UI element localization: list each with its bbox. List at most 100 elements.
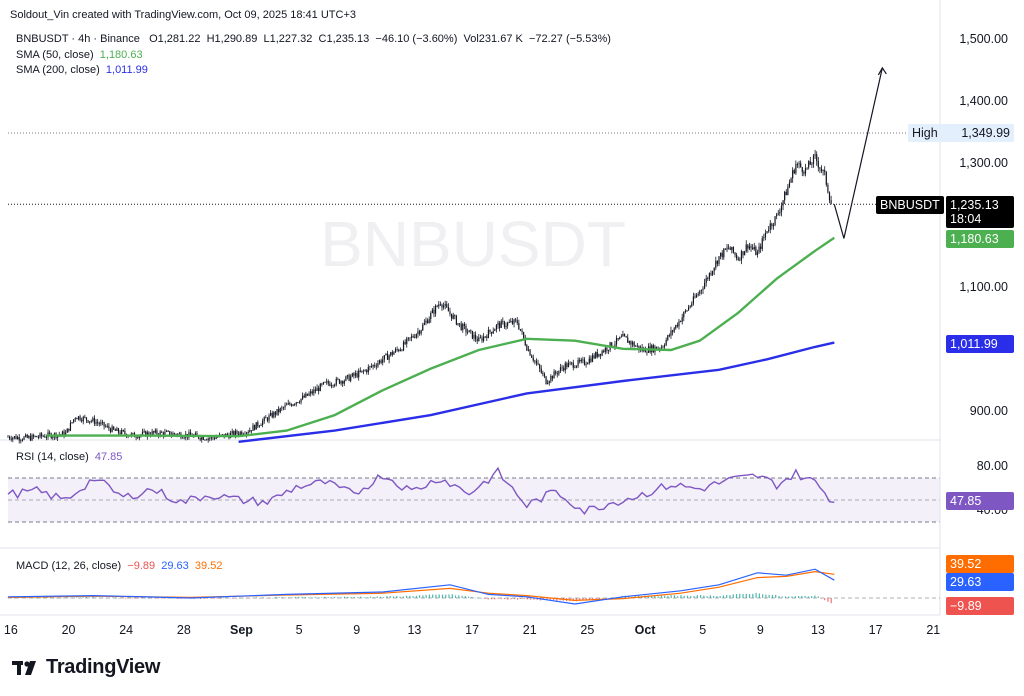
candle-body (734, 252, 736, 255)
candle-body (12, 437, 14, 440)
candle-body (42, 436, 44, 438)
candle-body (524, 337, 526, 346)
macd-histogram-bar (43, 597, 45, 598)
macd-histogram-bar (66, 597, 68, 598)
candle-body (827, 184, 829, 193)
macd-histogram-bar (360, 596, 362, 598)
candle-body (431, 309, 433, 314)
candle-body (679, 321, 682, 322)
sma200-tag: 1,011.99 (946, 335, 1014, 353)
macd-histogram-bar (69, 597, 71, 599)
candle-body (178, 433, 180, 435)
candle-body (196, 433, 198, 436)
candle-body (705, 278, 707, 283)
macd-histogram-bar (601, 598, 604, 599)
ohlc-legend: BNBUSDT · 4h · Binance O1,281.22 H1,290.… (16, 33, 611, 45)
price-tick-label: 1,500.00 (959, 32, 1008, 46)
candle-body (458, 323, 461, 324)
candle-body (334, 384, 336, 386)
candle-body (143, 431, 145, 433)
candle-body (513, 319, 515, 324)
candle-body (372, 365, 374, 367)
candle-body (108, 425, 110, 429)
candle-body (172, 433, 174, 435)
macd-histogram-bar (23, 597, 25, 599)
candle-body (162, 432, 164, 436)
candle-body (340, 381, 342, 384)
macd-histogram-bar (177, 598, 179, 599)
macd-histogram-bar (735, 593, 738, 598)
candle-body (660, 347, 662, 349)
candle-body (598, 353, 600, 357)
candle-body (601, 350, 603, 356)
macd-histogram-bar (650, 596, 653, 598)
candle-body (671, 330, 674, 332)
candle-body (607, 350, 610, 351)
macd-pane (7, 568, 940, 605)
candle-body (508, 322, 510, 323)
high-tag-value: 1,349.99 (961, 126, 1010, 140)
macd-histogram-bar (755, 592, 757, 598)
candle-body (563, 368, 565, 371)
macd-histogram-bar (713, 595, 715, 598)
candle-body (119, 432, 121, 434)
candle-body (310, 391, 312, 394)
candle-body (273, 412, 275, 418)
macd-histogram-bar (301, 597, 303, 598)
candle-body (800, 163, 802, 168)
candle-body (308, 393, 310, 396)
macd-histogram-bar (582, 598, 584, 601)
candle-body (771, 223, 773, 227)
macd-histogram-bar (350, 597, 352, 598)
macd-histogram-bar (454, 595, 457, 598)
macd-histogram-bar (53, 597, 55, 599)
candle-body (326, 381, 328, 383)
candle-body (744, 251, 746, 256)
candle-body (804, 168, 807, 174)
macd-histogram-bar (549, 598, 551, 600)
macd-histogram-bar (242, 597, 244, 599)
candle-body (294, 404, 296, 405)
macd-histogram-bar (317, 597, 319, 599)
macd-histogram-bar (82, 597, 84, 598)
candle-body (18, 437, 20, 441)
candle-body (585, 364, 587, 366)
macd-histogram-bar (62, 597, 65, 599)
candle-body (606, 347, 608, 351)
candle-body (100, 422, 102, 425)
candle-body (492, 331, 494, 334)
tradingview-logo[interactable]: TradingView (12, 656, 160, 679)
macd-histogram-bar (405, 595, 408, 598)
macd-histogram-bar (108, 597, 110, 599)
candle-body (591, 355, 594, 362)
candle-body (426, 320, 429, 324)
macd-histogram-bar (275, 596, 277, 598)
candle-body (718, 256, 720, 264)
candle-body (475, 334, 477, 340)
candle-body (423, 322, 425, 325)
candle-body (726, 247, 728, 250)
candle-body (732, 246, 735, 253)
candle-body (617, 338, 619, 340)
macd-histogram-bar (432, 594, 434, 598)
candle-body (579, 359, 581, 362)
candle-body (686, 310, 688, 312)
candle-body (92, 418, 94, 421)
candle-body (295, 402, 297, 405)
macd-histogram-bar (654, 595, 656, 598)
candle-body (558, 370, 560, 375)
candle-body (820, 168, 823, 172)
rsi-value: 47.85 (94, 451, 123, 463)
sma50-line (46, 236, 835, 438)
macd-line (7, 568, 835, 605)
candle-body (417, 331, 419, 335)
candle-body (98, 423, 100, 425)
candle-body (760, 246, 762, 249)
candle-body (481, 337, 483, 341)
candle-body (20, 440, 22, 441)
macd-histogram-bar (696, 595, 698, 598)
macd-histogram-bar (497, 598, 499, 599)
rsi-tag: 47.85 (946, 492, 1014, 510)
candle-body (550, 375, 552, 382)
